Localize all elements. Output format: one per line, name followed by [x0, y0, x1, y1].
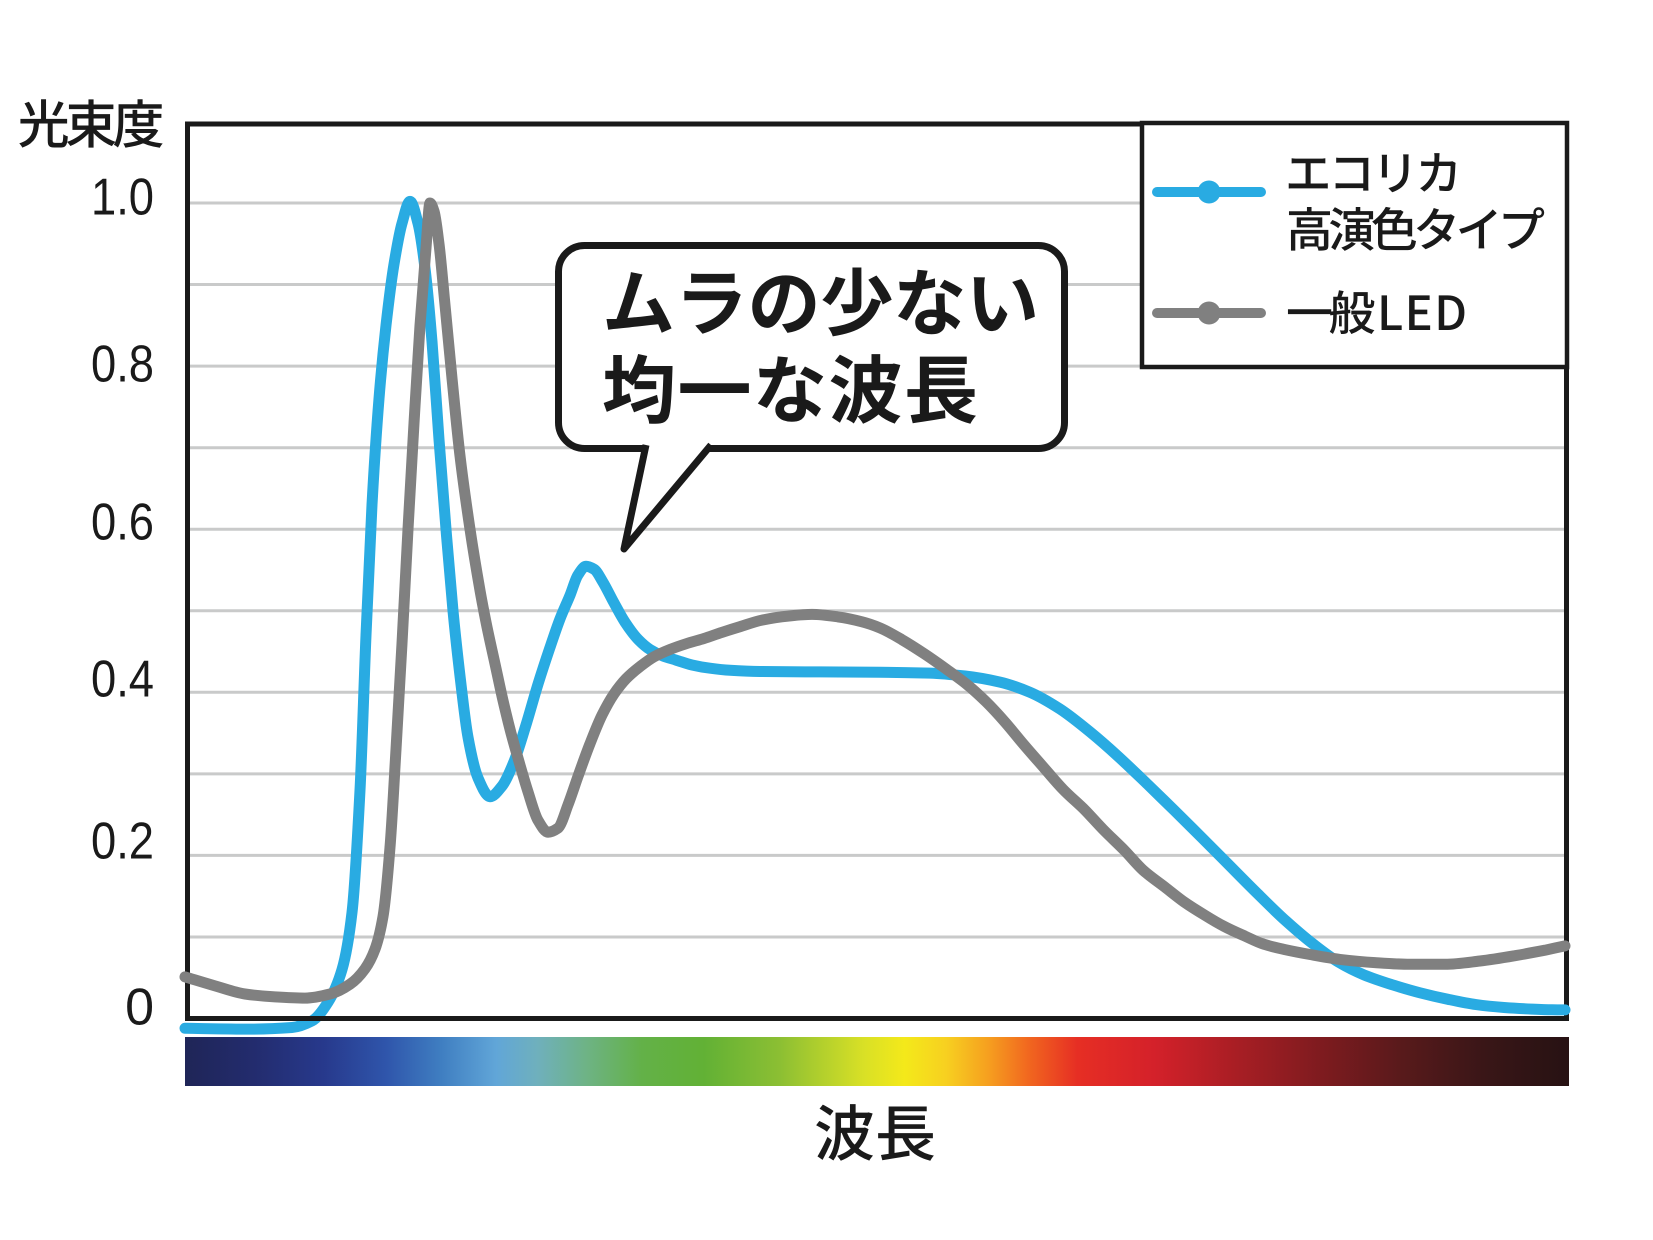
svg-text:0.6: 0.6	[91, 494, 154, 552]
svg-text:0.8: 0.8	[91, 336, 154, 394]
svg-text:0.4: 0.4	[91, 651, 154, 709]
svg-text:1.0: 1.0	[91, 169, 154, 227]
svg-text:0: 0	[125, 979, 154, 1037]
svg-text:0.2: 0.2	[91, 813, 154, 871]
